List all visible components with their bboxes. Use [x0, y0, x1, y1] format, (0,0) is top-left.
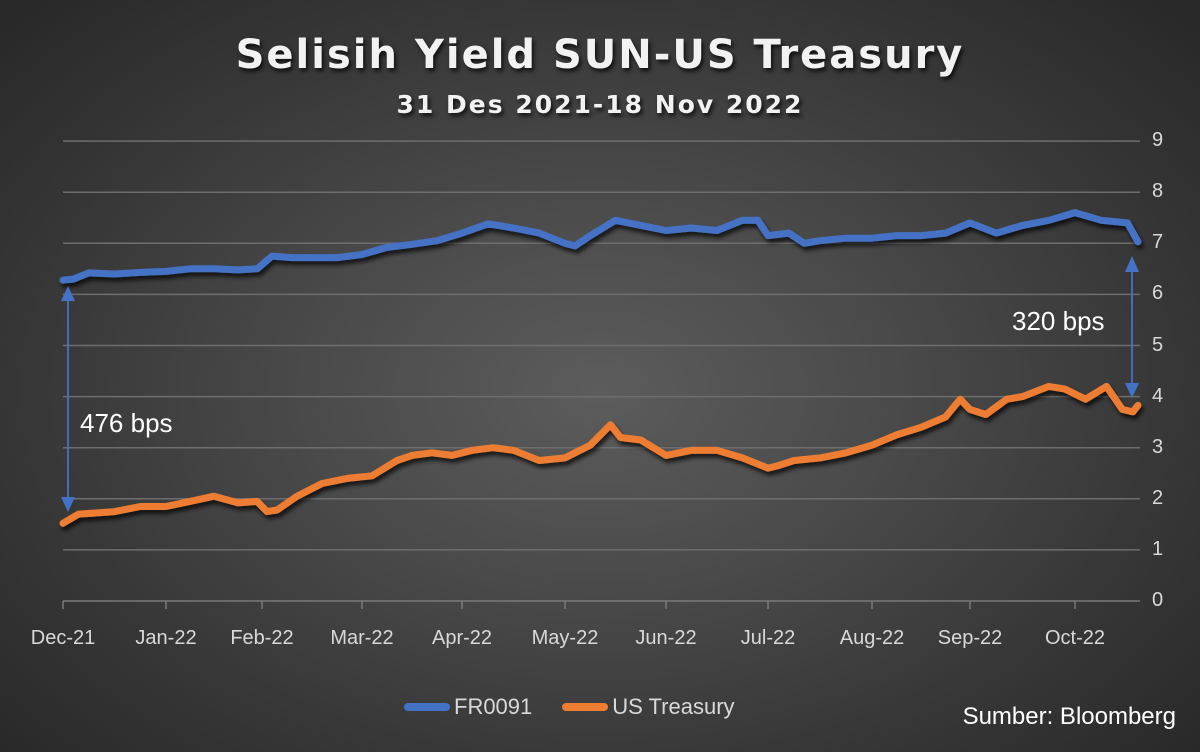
end-spread-label: 320 bps [1012, 306, 1105, 336]
y-tick-label: 9 [1152, 129, 1164, 152]
x-tick-label: Feb-22 [230, 627, 294, 649]
end-spread-arrow [1125, 256, 1139, 398]
legend: FR0091 US Treasury [404, 694, 735, 720]
gridlines [63, 140, 1140, 551]
y-tick-label: 7 [1152, 231, 1164, 254]
start-spread-label: 476 bps [80, 408, 173, 438]
x-tick-label: Jul-22 [740, 627, 796, 649]
us-treasury-line [59, 382, 1142, 527]
y-tick-label: 0 [1152, 589, 1164, 611]
source-label: Sumber: Bloomberg [962, 703, 1176, 730]
legend-item-fr0091[interactable]: FR0091 [404, 694, 532, 720]
legend-label: US Treasury [612, 694, 735, 719]
chart-title: Selisih Yield SUN-US Treasury [235, 32, 965, 78]
x-tick-label: Jun-22 [635, 627, 697, 649]
x-tick-label: Jan-22 [135, 627, 197, 649]
x-tick-label: Mar-22 [330, 627, 394, 649]
us-treasury-swatch-icon [562, 703, 609, 711]
y-tick-label: 5 [1152, 333, 1164, 356]
y-tick-label: 4 [1152, 384, 1164, 407]
x-tick-label: Aug-22 [839, 627, 905, 649]
y-tick-label: 3 [1152, 435, 1164, 458]
y-tick-label: 2 [1152, 486, 1164, 509]
legend-item-us-treasury[interactable]: US Treasury [562, 694, 735, 720]
x-tick-label: Apr-22 [431, 627, 493, 649]
y-tick-label: 6 [1152, 282, 1164, 305]
y-tick-label: 8 [1152, 180, 1164, 203]
x-tick-label: May-22 [531, 627, 599, 649]
x-tick-label: Sep-22 [937, 627, 1003, 649]
x-tick-label: Dec-21 [30, 627, 96, 649]
series-lines [59, 209, 1142, 527]
legend-label: FR0091 [454, 694, 533, 719]
chart-subtitle: 31 Des 2021-18 Nov 2022 [396, 90, 804, 119]
start-spread-arrow [61, 286, 75, 512]
x-axis-ticks [62, 601, 1076, 609]
fr0091-swatch-icon [404, 703, 450, 711]
x-tick-label: Oct-22 [1044, 627, 1106, 649]
y-tick-label: 1 [1152, 537, 1164, 560]
fr0091-line [59, 209, 1142, 284]
